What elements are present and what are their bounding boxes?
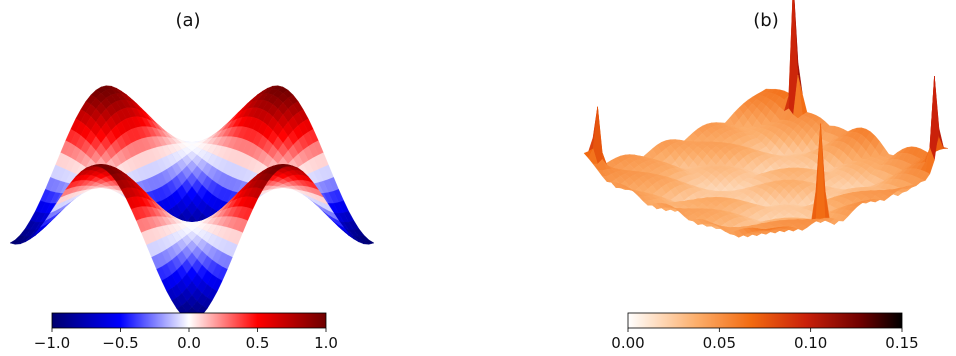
colorbar-a: [51, 312, 327, 329]
panel-b-title: (b): [753, 10, 778, 31]
colorbar-b-ticks: 0.00 0.05 0.10 0.15: [611, 328, 919, 352]
colorbar-tick-label: −1.0: [34, 334, 70, 352]
panel-a: (a) −1.0 −0.5 0.0 0.5 1.0: [9, 10, 375, 352]
colorbar-b: [627, 312, 903, 329]
colorbar-tick-label: 0.10: [794, 334, 827, 352]
colorbar-tick-label: 0.15: [885, 334, 918, 352]
colorbar-tick-label: −0.5: [102, 334, 138, 352]
colorbar-tick-label: 0.05: [703, 334, 736, 352]
panel-b: (b) 0.00 0.05 0.10 0.15: [583, 0, 949, 352]
colorbar-tick-label: 0.5: [246, 334, 270, 352]
surface-a: [9, 85, 375, 324]
colorbar-tick-label: 0.00: [611, 334, 644, 352]
panel-a-title: (a): [175, 10, 200, 31]
colorbar-a-ticks: −1.0 −0.5 0.0 0.5 1.0: [34, 328, 338, 352]
colorbar-tick-label: 0.0: [177, 334, 201, 352]
surface-b: [583, 0, 949, 238]
surface-facet: [761, 229, 771, 231]
colorbar-tick-label: 1.0: [314, 334, 338, 352]
